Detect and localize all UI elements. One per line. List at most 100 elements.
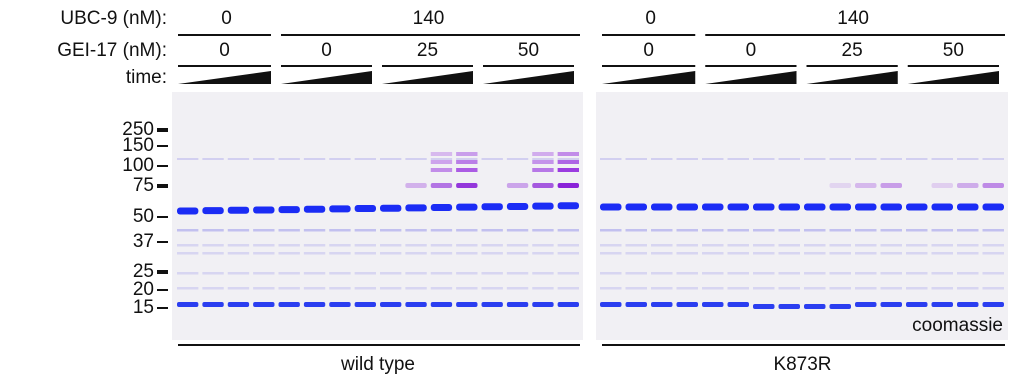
conjugate-band bbox=[456, 168, 477, 172]
band bbox=[456, 302, 477, 307]
faint-band bbox=[431, 244, 452, 247]
faint-band bbox=[804, 272, 826, 275]
faint-band bbox=[881, 158, 903, 160]
condition-value: 25 bbox=[417, 40, 438, 61]
faint-band bbox=[405, 252, 426, 255]
faint-band bbox=[304, 252, 325, 255]
faint-band bbox=[355, 244, 376, 247]
band bbox=[906, 302, 928, 307]
faint-band bbox=[753, 287, 775, 290]
faint-band bbox=[779, 252, 801, 255]
faint-band bbox=[906, 252, 928, 255]
band bbox=[355, 302, 376, 307]
faint-band bbox=[600, 252, 622, 255]
faint-band bbox=[779, 229, 801, 232]
faint-band bbox=[932, 272, 954, 275]
time-wedge bbox=[705, 71, 796, 84]
faint-band bbox=[558, 158, 579, 160]
faint-band bbox=[932, 158, 954, 160]
faint-band bbox=[983, 252, 1005, 255]
faint-band bbox=[957, 244, 979, 247]
faint-band bbox=[202, 158, 223, 160]
marker-label: 50 bbox=[133, 206, 154, 227]
band bbox=[177, 302, 198, 307]
faint-band bbox=[906, 158, 928, 160]
faint-band bbox=[253, 272, 274, 275]
faint-band bbox=[728, 158, 750, 160]
faint-band bbox=[558, 287, 579, 290]
conjugate-band bbox=[957, 183, 979, 188]
faint-band bbox=[202, 287, 223, 290]
faint-band bbox=[532, 158, 553, 160]
faint-band bbox=[957, 158, 979, 160]
condition-value: 0 bbox=[643, 40, 654, 61]
faint-band bbox=[983, 287, 1005, 290]
band bbox=[329, 302, 350, 307]
faint-band bbox=[329, 252, 350, 255]
sample-label: wild type bbox=[340, 354, 415, 375]
time-wedge bbox=[602, 71, 695, 84]
faint-band bbox=[304, 158, 325, 160]
faint-band bbox=[177, 158, 198, 160]
faint-band bbox=[482, 244, 503, 247]
faint-band bbox=[279, 252, 300, 255]
faint-band bbox=[304, 229, 325, 232]
band bbox=[957, 302, 979, 307]
faint-band bbox=[253, 287, 274, 290]
faint-band bbox=[431, 252, 452, 255]
band bbox=[558, 202, 579, 209]
faint-band bbox=[532, 272, 553, 275]
faint-band bbox=[728, 229, 750, 232]
band bbox=[881, 204, 903, 211]
faint-band bbox=[380, 287, 401, 290]
faint-band bbox=[753, 244, 775, 247]
marker-label: 100 bbox=[122, 155, 154, 176]
band bbox=[804, 204, 826, 211]
faint-band bbox=[728, 244, 750, 247]
faint-band bbox=[804, 158, 826, 160]
gel-figure: UBC-9 (nM): GEI-17 (nM): time: coomassie… bbox=[0, 0, 1010, 378]
band bbox=[651, 302, 673, 307]
conjugate-band bbox=[456, 152, 477, 156]
faint-band bbox=[983, 158, 1005, 160]
faint-band bbox=[957, 272, 979, 275]
faint-band bbox=[253, 229, 274, 232]
faint-band bbox=[482, 158, 503, 160]
band bbox=[380, 302, 401, 307]
faint-band bbox=[702, 158, 724, 160]
faint-band bbox=[983, 244, 1005, 247]
faint-band bbox=[253, 252, 274, 255]
faint-band bbox=[431, 272, 452, 275]
faint-band bbox=[600, 244, 622, 247]
band bbox=[753, 304, 775, 309]
condition-value: 0 bbox=[221, 8, 232, 29]
faint-band bbox=[558, 244, 579, 247]
faint-band bbox=[957, 287, 979, 290]
faint-band bbox=[355, 158, 376, 160]
condition-value: 0 bbox=[321, 40, 332, 61]
band bbox=[202, 207, 223, 214]
faint-band bbox=[779, 272, 801, 275]
faint-band bbox=[677, 272, 699, 275]
condition-value: 50 bbox=[943, 40, 964, 61]
faint-band bbox=[507, 158, 528, 160]
faint-band bbox=[456, 272, 477, 275]
marker-label: 15 bbox=[133, 297, 154, 318]
conjugate-band bbox=[558, 183, 579, 188]
band bbox=[728, 302, 750, 307]
band bbox=[626, 302, 648, 307]
band bbox=[482, 203, 503, 210]
faint-band bbox=[482, 229, 503, 232]
faint-band bbox=[651, 252, 673, 255]
faint-band bbox=[855, 287, 877, 290]
band bbox=[804, 304, 826, 309]
band bbox=[702, 204, 724, 211]
time-wedge bbox=[807, 71, 898, 84]
conjugate-band bbox=[532, 152, 553, 156]
faint-band bbox=[779, 287, 801, 290]
faint-band bbox=[626, 244, 648, 247]
band bbox=[329, 205, 350, 212]
conjugate-band bbox=[830, 183, 852, 188]
faint-band bbox=[228, 244, 249, 247]
faint-band bbox=[380, 158, 401, 160]
